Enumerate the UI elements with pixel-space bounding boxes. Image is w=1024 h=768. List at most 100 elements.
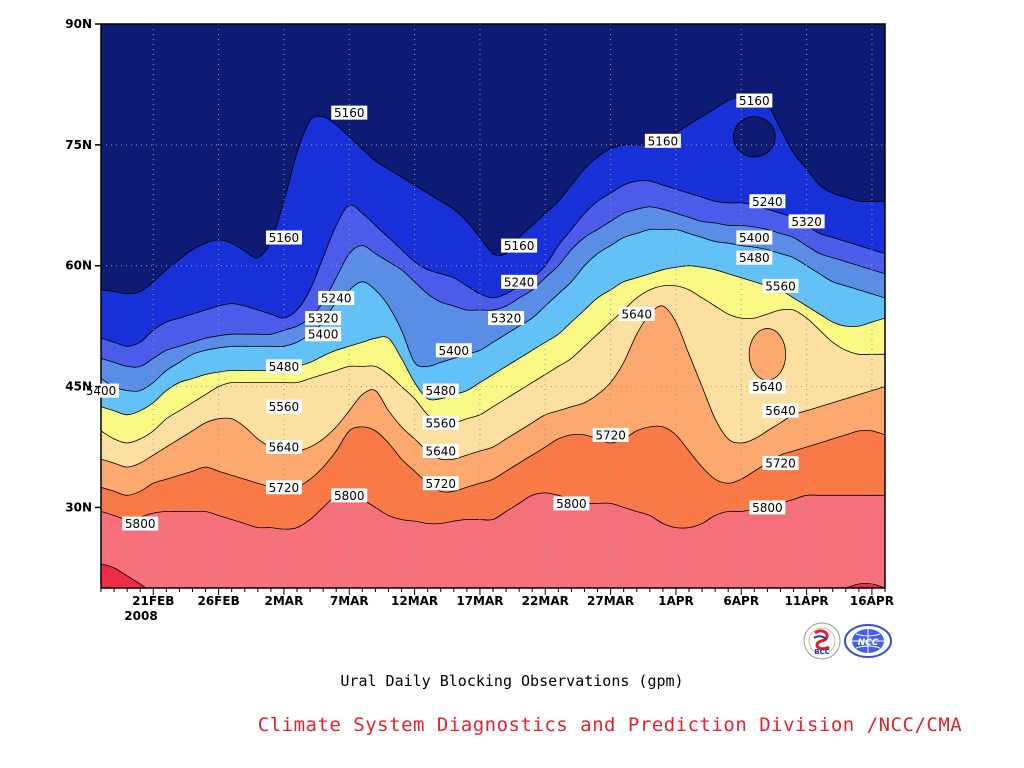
x-tick-label: 22MAR (522, 594, 569, 608)
x-tick-label: 1APR (658, 594, 694, 608)
contour-label: 5720 (592, 427, 629, 442)
contour-label: 5400 (305, 327, 342, 342)
contour-label: 5800 (122, 516, 159, 531)
x-tick-label: 7MAR (330, 594, 369, 608)
contour-label-text: 5800 (125, 517, 156, 531)
isoline-5320 (101, 206, 885, 368)
contour-label-text: 5720 (425, 477, 456, 491)
contour-label-text: 5480 (739, 251, 770, 265)
contour-label-text: 5400 (439, 344, 470, 358)
contour-label-text: 5560 (425, 416, 456, 430)
contour-label-box (305, 327, 342, 342)
contour-label-box (422, 476, 459, 491)
x-tick-label: 6APR (723, 594, 759, 608)
x-tick-label: 16APR (850, 594, 894, 608)
isoline-5720 (101, 425, 885, 496)
contour-label-box (644, 133, 681, 148)
contour-label: 5560 (422, 415, 459, 430)
contour-label-box (736, 250, 773, 265)
contour-label-text: 5320 (308, 312, 339, 326)
contour-label: 5240 (501, 274, 538, 289)
contour-label-text: 5800 (556, 497, 587, 511)
contour-label-text: 5240 (752, 195, 783, 209)
contour-label-text: 5480 (425, 384, 456, 398)
contour-label-text: 5240 (504, 275, 535, 289)
contour-label: 5720 (265, 480, 302, 495)
x-tick-label: 21FEB (132, 594, 174, 608)
contour-label-text: 5640 (425, 445, 456, 459)
contour-label-box (749, 194, 786, 209)
contour-label: 5640 (265, 440, 302, 455)
footer-credit: Climate System Diagnostics and Predictio… (257, 714, 963, 736)
x-year-label: 2008 (124, 609, 157, 623)
isoline-5640 (101, 305, 885, 468)
contour-label-text: 5640 (621, 308, 652, 322)
contour-label-box (501, 238, 538, 253)
contour-label: 5800 (553, 496, 590, 511)
contour-label: 5800 (749, 500, 786, 515)
band-above-5800 (101, 491, 885, 588)
x-tick-label: 12MAR (391, 594, 438, 608)
contour-label-text: 5400 (308, 328, 339, 342)
isoline-5400 (101, 228, 885, 392)
y-tick-label: 75N (65, 138, 92, 152)
contour-label-text: 5640 (765, 404, 796, 418)
contour-label-box (422, 444, 459, 459)
contour-label-text: 5800 (752, 501, 783, 515)
ncc-logo-text: NCC (858, 638, 879, 648)
contour-label: 5720 (762, 456, 799, 471)
y-axis: 30N 45N 60N 75N 90N (65, 17, 101, 514)
contour-label: 5240 (318, 290, 355, 305)
x-axis: 21FEB 26FEB 2MAR 7MAR 12MAR 17MAR 22MAR 27MAR 1A… (100, 588, 894, 608)
contour-label-text: 5160 (269, 231, 300, 245)
x-tick-label: 26FEB (197, 594, 239, 608)
contour-label-box (618, 307, 655, 322)
contour-label-box (265, 480, 302, 495)
contour-label-box (749, 500, 786, 515)
x-tick-label: 2MAR (265, 594, 304, 608)
contour-label: 5400 (435, 343, 472, 358)
x-tick-label: 17MAR (456, 594, 503, 608)
contour-label-text: 5800 (334, 489, 365, 503)
y-tick-label: 90N (65, 17, 92, 31)
y-tick-label: 30N (65, 500, 92, 514)
contour-label: 5320 (488, 311, 525, 326)
contour-label-box (422, 383, 459, 398)
contour-label-text: 5240 (321, 291, 352, 305)
contour-label: 5560 (762, 278, 799, 293)
contour-label-box (422, 415, 459, 430)
contour-label: 5320 (788, 214, 825, 229)
contour-label: 5400 (736, 230, 773, 245)
contour-label: 5640 (422, 444, 459, 459)
contour-label: 5320 (305, 311, 342, 326)
contour-label-text: 5400 (739, 231, 770, 245)
contour-label-box (592, 427, 629, 442)
y-tick-label: 60N (65, 259, 92, 273)
contour-label-box (122, 516, 159, 531)
contour-label-text: 5160 (334, 106, 365, 120)
contour-label-text: 5640 (752, 380, 783, 394)
contour-label-box (265, 359, 302, 374)
contour-label-box (788, 214, 825, 229)
contour-label: 5480 (736, 250, 773, 265)
contour-label-text: 5160 (739, 94, 770, 108)
isoline-5480 (101, 265, 885, 416)
contour-label: 5720 (422, 476, 459, 491)
contour-label: 5480 (422, 383, 459, 398)
chart-title: Ural Daily Blocking Observations (gpm) (340, 672, 684, 690)
bcc-logo-text: BCC (814, 648, 830, 656)
contour-label-box (265, 440, 302, 454)
contour-label: 5160 (331, 105, 368, 120)
contour-label-box (553, 496, 590, 511)
contour-label-box (501, 274, 538, 289)
contour-label-box (331, 105, 368, 120)
contour-label-box (749, 379, 786, 394)
contour-label-text: 5560 (765, 279, 796, 293)
contour-label-text: 5320 (491, 312, 522, 326)
contour-label-text: 5720 (765, 457, 796, 471)
contour-label-box (762, 403, 799, 418)
contour-label-text: 5160 (648, 134, 679, 148)
contour-label-box (331, 488, 368, 503)
contour-label-box (736, 230, 773, 245)
